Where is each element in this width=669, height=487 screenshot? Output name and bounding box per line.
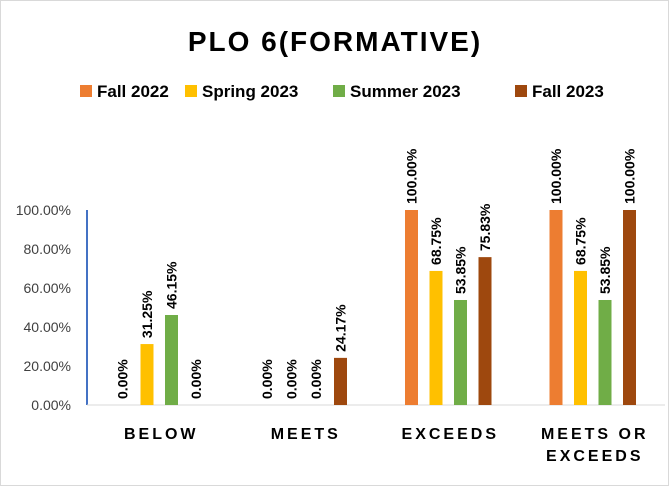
data-label: 0.00% (284, 359, 300, 399)
data-label: 68.75% (428, 217, 444, 265)
legend-label-fall-2023: Fall 2023 (532, 82, 604, 101)
data-label: 24.17% (333, 304, 349, 352)
x-tick-label: BELOW (124, 426, 199, 443)
data-label: 53.85% (453, 246, 469, 294)
bar-spring-2023-meets-or-exceeds (574, 270, 587, 405)
data-label: 100.00% (622, 148, 638, 204)
legend-label-spring-2023: Spring 2023 (202, 82, 298, 101)
data-label: 31.25% (139, 290, 155, 338)
x-tick-label: MEETS OR (541, 426, 649, 443)
bar-spring-2023-exceeds (429, 270, 443, 405)
x-tick-label: EXCEEDS (402, 426, 499, 443)
data-label: 0.00% (188, 359, 204, 399)
x-tick-label: EXCEEDS (546, 448, 643, 465)
bar-fall-2022-meets-or-exceeds (549, 210, 563, 405)
legend-swatch-spring-2023 (185, 85, 197, 97)
data-label: 46.15% (164, 261, 180, 309)
bar-fall-2023-meets-or-exceeds (623, 210, 636, 405)
bars-group (140, 210, 636, 405)
data-label: 0.00% (259, 359, 275, 399)
bar-spring-2023-below (140, 344, 154, 405)
data-label: 0.00% (308, 359, 324, 399)
bar-summer-2023-exceeds (454, 299, 467, 405)
bar-fall-2023-exceeds (478, 257, 492, 405)
bar-summer-2023-meets-or-exceeds (598, 299, 612, 405)
data-label: 75.83% (477, 203, 493, 251)
data-labels-group: 0.00% 31.25% 46.15% 0.00% 0.00% 0.00% 0.00% 24.… (115, 148, 638, 399)
data-label: 100.00% (404, 148, 420, 204)
y-tick-label: 20.00% (24, 358, 71, 374)
y-tick-label: 0.00% (31, 397, 71, 413)
data-label: 100.00% (548, 148, 564, 204)
chart-title: PLO 6(FORMATIVE) (188, 26, 482, 57)
bar-fall-2022-exceeds (405, 210, 418, 405)
y-tick-label: 100.00% (16, 202, 71, 218)
y-tick-label: 60.00% (24, 280, 71, 296)
bar-summer-2023-below (165, 315, 178, 405)
y-tick-label: 40.00% (24, 319, 71, 335)
data-label: 0.00% (115, 359, 131, 399)
x-axis: BELOW MEETS EXCEEDS MEETS OR EXCEEDS (87, 404, 665, 465)
bar-fall-2023-meets (334, 357, 347, 405)
legend-swatch-summer-2023 (333, 85, 345, 97)
chart-legend: Fall 2022 Spring 2023 Summer 2023 Fall 2023 (80, 82, 604, 101)
data-label: 53.85% (597, 246, 613, 294)
x-tick-label: MEETS (271, 426, 341, 443)
legend-swatch-fall-2023 (515, 85, 527, 97)
legend-label-fall-2022: Fall 2022 (97, 82, 169, 101)
y-axis: 0.00% 20.00% 40.00% 60.00% 80.00% 100.00% (16, 202, 88, 413)
legend-swatch-fall-2022 (80, 85, 92, 97)
y-tick-label: 80.00% (24, 241, 71, 257)
data-label: 68.75% (573, 217, 589, 265)
legend-label-summer-2023: Summer 2023 (350, 82, 461, 101)
